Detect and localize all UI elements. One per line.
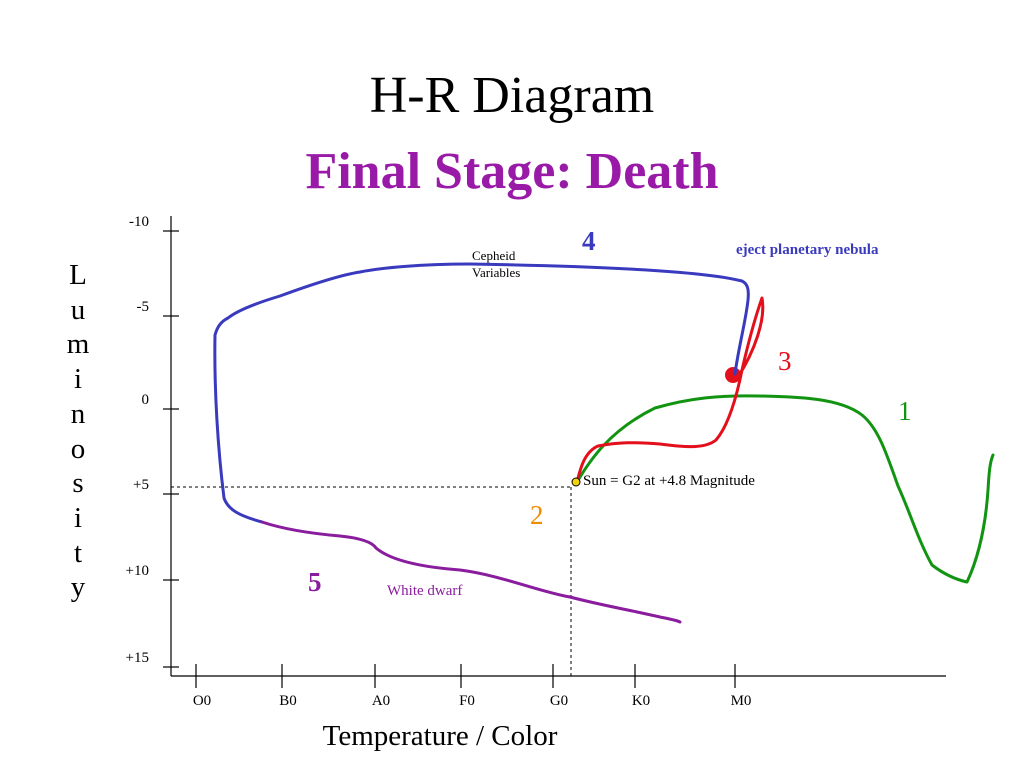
x-tick-label: M0 <box>731 693 752 709</box>
sun-label: Sun = G2 at +4.8 Magnitude <box>583 473 755 489</box>
stage-number-1: 1 <box>898 396 912 426</box>
track-red-giant-branch <box>575 296 765 484</box>
x-tick-label: G0 <box>550 693 568 709</box>
y-tick-label: +10 <box>126 563 149 579</box>
y-tick-label: -5 <box>137 299 150 315</box>
stage-number-3: 3 <box>778 346 792 376</box>
page-subtitle: Final Stage: Death <box>305 143 719 200</box>
x-tick-label: K0 <box>632 693 650 709</box>
track-cepheid-loop <box>213 262 750 524</box>
x-tick-label: F0 <box>459 693 475 709</box>
stage-number-2: 2 <box>530 500 544 530</box>
y-tick-label: +15 <box>126 650 149 666</box>
y-axis-label: L u m i n o s i t y <box>66 259 90 604</box>
x-tick-label: B0 <box>279 693 297 709</box>
y-tick-label: 0 <box>142 392 150 408</box>
x-tick-label: O0 <box>193 693 211 709</box>
x-tick-label: A0 <box>372 693 390 709</box>
track-white-dwarf-cooling <box>260 520 682 624</box>
white-dwarf-label: White dwarf <box>387 583 462 599</box>
x-axis-label: Temperature / Color <box>322 720 558 752</box>
y-tick-label: +5 <box>133 477 149 493</box>
planetary-nebula-label: eject planetary nebula <box>736 242 879 258</box>
page-title: H-R Diagram <box>369 67 655 124</box>
track-main-sequence-to-giant <box>575 394 995 584</box>
stage-number-5: 5 <box>308 567 322 597</box>
helium-flash-dot <box>725 367 741 383</box>
cepheid-label-line1: Cepheid <box>472 248 516 263</box>
stage-number-4: 4 <box>582 226 596 256</box>
y-tick-label: -10 <box>129 214 149 230</box>
cepheid-label-line2: Variables <box>472 265 520 280</box>
sun-marker <box>571 477 581 487</box>
